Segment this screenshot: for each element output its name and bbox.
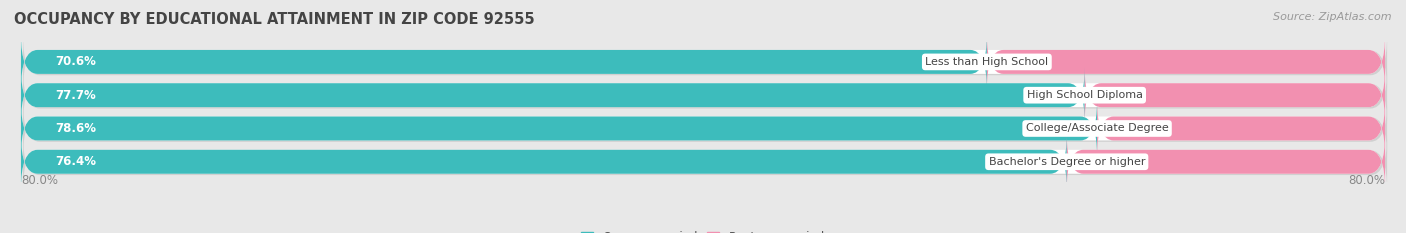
FancyBboxPatch shape	[21, 34, 1385, 90]
Text: 70.6%: 70.6%	[55, 55, 96, 69]
Text: Bachelor's Degree or higher: Bachelor's Degree or higher	[988, 157, 1144, 167]
FancyBboxPatch shape	[22, 69, 1388, 124]
FancyBboxPatch shape	[987, 34, 1385, 90]
Text: College/Associate Degree: College/Associate Degree	[1026, 123, 1168, 134]
FancyBboxPatch shape	[22, 35, 1388, 91]
FancyBboxPatch shape	[22, 135, 1388, 190]
FancyBboxPatch shape	[22, 102, 1388, 157]
FancyBboxPatch shape	[21, 134, 1385, 190]
Legend: Owner-occupied, Renter-occupied: Owner-occupied, Renter-occupied	[576, 226, 830, 233]
Text: 76.4%: 76.4%	[55, 155, 97, 168]
Text: 80.0%: 80.0%	[21, 174, 58, 187]
FancyBboxPatch shape	[21, 34, 987, 90]
Text: OCCUPANCY BY EDUCATIONAL ATTAINMENT IN ZIP CODE 92555: OCCUPANCY BY EDUCATIONAL ATTAINMENT IN Z…	[14, 12, 534, 27]
Text: 80.0%: 80.0%	[1348, 174, 1385, 187]
Text: High School Diploma: High School Diploma	[1026, 90, 1143, 100]
FancyBboxPatch shape	[1067, 134, 1385, 190]
Text: Source: ZipAtlas.com: Source: ZipAtlas.com	[1274, 12, 1392, 22]
FancyBboxPatch shape	[1097, 100, 1385, 156]
FancyBboxPatch shape	[21, 67, 1084, 123]
FancyBboxPatch shape	[21, 100, 1385, 156]
FancyBboxPatch shape	[21, 100, 1097, 156]
FancyBboxPatch shape	[21, 67, 1385, 123]
Text: Less than High School: Less than High School	[925, 57, 1049, 67]
Text: 78.6%: 78.6%	[55, 122, 97, 135]
FancyBboxPatch shape	[1084, 67, 1385, 123]
Text: 77.7%: 77.7%	[55, 89, 96, 102]
FancyBboxPatch shape	[21, 134, 1067, 190]
